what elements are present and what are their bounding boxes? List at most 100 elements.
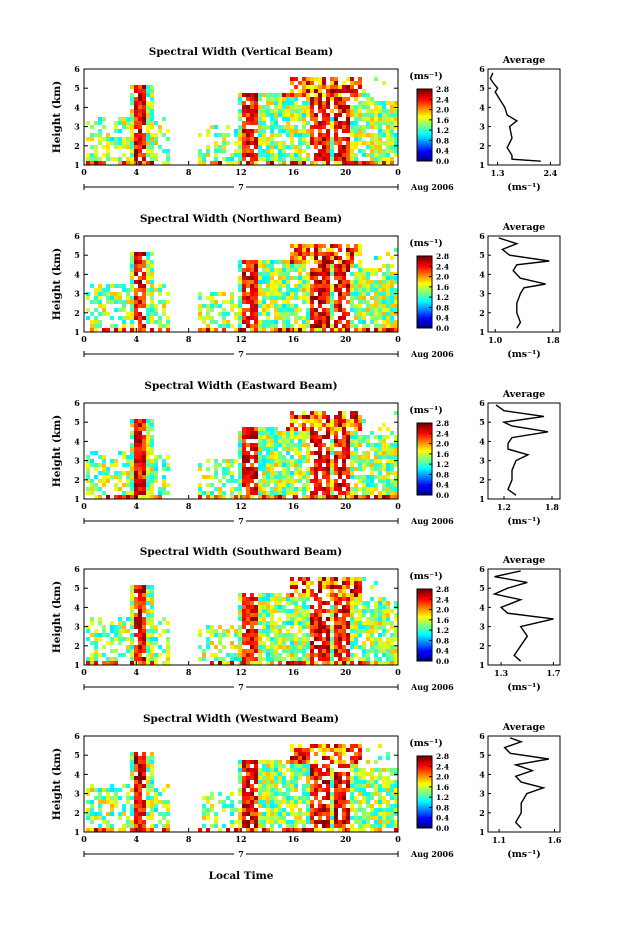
heatmap-cell bbox=[386, 483, 390, 487]
heatmap-cell bbox=[306, 487, 310, 491]
heatmap-cell bbox=[270, 113, 274, 117]
heatmap-cell bbox=[278, 768, 282, 772]
heatmap-cell bbox=[270, 300, 274, 304]
heatmap-cell bbox=[262, 304, 266, 308]
heatmap-cell bbox=[322, 661, 326, 665]
heatmap-cell bbox=[246, 808, 250, 812]
colorbar-band bbox=[417, 479, 432, 482]
heatmap-cell bbox=[346, 808, 350, 812]
heatmap-cell bbox=[358, 613, 362, 617]
heatmap-cell bbox=[382, 780, 386, 784]
colorbar-tick-label: 2.8 bbox=[436, 585, 449, 594]
heatmap-cell bbox=[130, 93, 134, 97]
heatmap-cell bbox=[342, 101, 346, 105]
heatmap-cell bbox=[266, 125, 270, 129]
average-x-tick-label: 1.3 bbox=[491, 168, 505, 178]
heatmap-cell bbox=[298, 161, 302, 165]
heatmap-cell bbox=[298, 645, 302, 649]
heatmap-cell bbox=[298, 752, 302, 756]
heatmap-cell bbox=[90, 784, 94, 788]
heatmap-cell bbox=[146, 105, 150, 109]
heatmap-cell bbox=[314, 443, 318, 447]
heatmap-cell bbox=[254, 435, 258, 439]
heatmap-cell bbox=[374, 629, 378, 633]
heatmap-cell bbox=[306, 288, 310, 292]
heatmap-cell bbox=[346, 153, 350, 157]
heatmap-cell bbox=[106, 153, 110, 157]
heatmap-cell bbox=[110, 463, 114, 467]
heatmap-cell bbox=[394, 411, 398, 415]
heatmap-cell bbox=[138, 645, 142, 649]
heatmap-cell bbox=[266, 93, 270, 97]
heatmap-cell bbox=[246, 129, 250, 133]
heatmap-cell bbox=[134, 776, 138, 780]
heatmap-cell bbox=[314, 820, 318, 824]
heatmap-cell bbox=[306, 141, 310, 145]
heatmap-cell bbox=[370, 633, 374, 637]
heatmap-cell bbox=[290, 637, 294, 641]
heatmap-cell bbox=[354, 439, 358, 443]
heatmap-cell bbox=[130, 256, 134, 260]
heatmap-cell bbox=[350, 451, 354, 455]
heatmap-cell bbox=[390, 609, 394, 613]
heatmap-cell bbox=[206, 641, 210, 645]
heatmap-cell bbox=[94, 292, 98, 296]
heatmap-cell bbox=[286, 324, 290, 328]
heatmap-cell bbox=[130, 109, 134, 113]
heatmap-cell bbox=[150, 300, 154, 304]
heatmap-cell bbox=[146, 435, 150, 439]
heatmap-cell bbox=[138, 296, 142, 300]
heatmap-cell bbox=[366, 459, 370, 463]
heatmap-cell bbox=[274, 625, 278, 629]
heatmap-cell bbox=[366, 633, 370, 637]
heatmap-cell bbox=[242, 435, 246, 439]
heatmap-cell bbox=[358, 601, 362, 605]
heatmap-cell bbox=[370, 280, 374, 284]
heatmap-cell bbox=[330, 800, 334, 804]
heatmap-cell bbox=[302, 475, 306, 479]
heatmap-cell bbox=[310, 244, 314, 248]
heatmap-cell bbox=[98, 812, 102, 816]
heatmap-cell bbox=[386, 768, 390, 772]
heatmap-cell bbox=[302, 760, 306, 764]
heatmap-cell bbox=[386, 629, 390, 633]
heatmap-cell bbox=[278, 161, 282, 165]
heatmap-cell bbox=[86, 788, 90, 792]
heatmap-cell bbox=[290, 268, 294, 272]
heatmap-cell bbox=[166, 784, 170, 788]
heatmap-cell bbox=[274, 784, 278, 788]
heatmap-cell bbox=[210, 661, 214, 665]
heatmap-cell bbox=[370, 97, 374, 101]
heatmap-cell bbox=[206, 459, 210, 463]
heatmap-cell bbox=[154, 288, 158, 292]
heatmap-cell bbox=[306, 756, 310, 760]
heatmap-cell bbox=[106, 788, 110, 792]
heatmap-cell bbox=[394, 812, 398, 816]
heatmap-cell bbox=[142, 605, 146, 609]
heatmap-cell bbox=[330, 439, 334, 443]
heatmap-cell bbox=[278, 495, 282, 499]
heatmap-cell bbox=[382, 423, 386, 427]
heatmap-cell bbox=[158, 653, 162, 657]
heatmap-cell bbox=[330, 645, 334, 649]
heatmap-cell bbox=[150, 113, 154, 117]
heatmap-cell bbox=[338, 621, 342, 625]
heatmap-cell bbox=[206, 625, 210, 629]
heatmap-cell bbox=[142, 105, 146, 109]
heatmap-cell bbox=[290, 129, 294, 133]
heatmap-cell bbox=[126, 455, 130, 459]
heatmap-cell bbox=[358, 272, 362, 276]
heatmap-cell bbox=[250, 471, 254, 475]
heatmap-cell bbox=[102, 788, 106, 792]
heatmap-cell bbox=[374, 312, 378, 316]
heatmap-cell bbox=[338, 780, 342, 784]
heatmap-cell bbox=[126, 117, 130, 121]
heatmap-cell bbox=[386, 292, 390, 296]
heatmap-cell bbox=[342, 276, 346, 280]
heatmap-cell bbox=[302, 613, 306, 617]
heatmap-cell bbox=[354, 272, 358, 276]
average-y-tick-label: 5 bbox=[479, 250, 485, 260]
heatmap-cell bbox=[334, 812, 338, 816]
heatmap-cell bbox=[342, 804, 346, 808]
heatmap-cell bbox=[282, 117, 286, 121]
